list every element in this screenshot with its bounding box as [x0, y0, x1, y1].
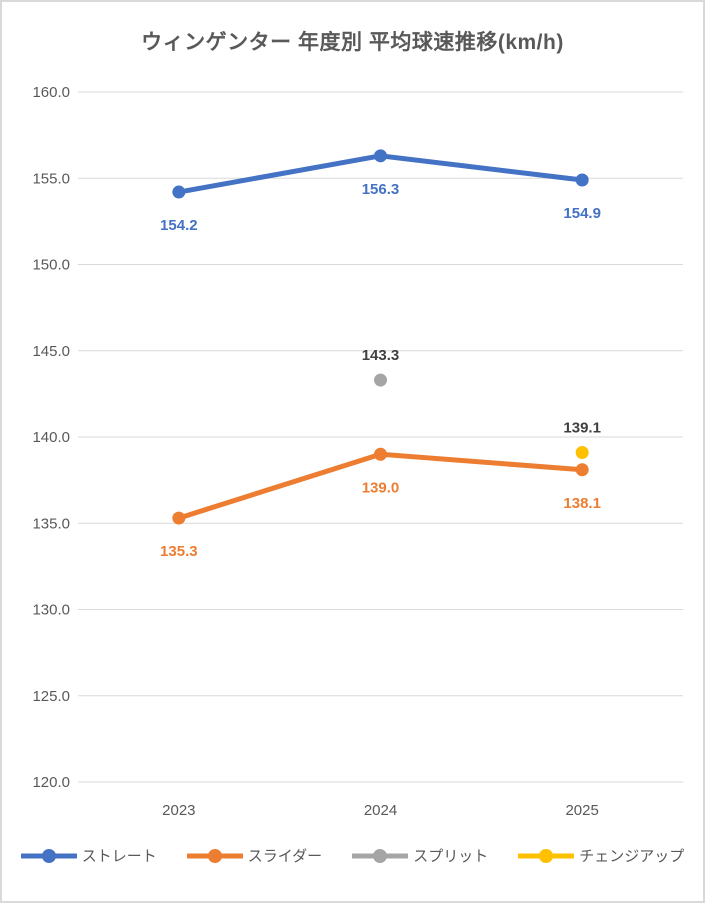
legend-item-slider[interactable]: スライダー — [186, 845, 323, 866]
x-axis-category-label: 2024 — [364, 802, 397, 819]
data-label-straight: 154.2 — [160, 217, 198, 234]
data-label-split: 143.3 — [362, 347, 400, 364]
y-axis-tick-label: 140.0 — [32, 429, 70, 446]
legend-item-straight[interactable]: ストレート — [20, 845, 157, 866]
data-point-slider[interactable] — [374, 447, 387, 461]
legend-marker-icon-straight — [20, 848, 77, 863]
chart-plot-area[interactable]: 160.0 155.0 150.0 145.0 140.0 135.0 130.0 125.0… — [2, 2, 705, 832]
data-point-slider[interactable] — [575, 463, 589, 477]
x-axis-category-label: 2025 — [565, 802, 598, 819]
data-label-straight: 154.9 — [563, 205, 601, 222]
legend-marker-icon-changeup — [518, 848, 575, 863]
chart-legend: ストレート スライダー スプリット チェンジアップ — [2, 845, 703, 866]
y-axis-tick-label: 160.0 — [32, 84, 70, 101]
legend-label-slider: スライダー — [247, 848, 323, 865]
y-axis-tick-label: 155.0 — [32, 170, 70, 187]
y-axis-tick-label: 120.0 — [32, 774, 70, 791]
data-point-straight[interactable] — [374, 149, 387, 163]
data-label-changeup: 139.1 — [563, 420, 601, 437]
legend-marker-icon-split — [352, 848, 409, 863]
legend-label-straight: ストレート — [81, 848, 157, 865]
y-axis-tick-label: 150.0 — [32, 257, 70, 274]
data-point-split[interactable] — [374, 373, 387, 387]
data-label-straight: 156.3 — [362, 181, 400, 198]
legend-item-changeup[interactable]: チェンジアップ — [518, 845, 684, 866]
legend-label-split: スプリット — [413, 848, 489, 865]
data-point-straight[interactable] — [172, 185, 186, 199]
legend-item-split[interactable]: スプリット — [352, 845, 488, 866]
chart-title: ウィンゲンター 年度別 平均球速推移(km/h) — [141, 31, 564, 54]
data-point-slider[interactable] — [172, 511, 186, 525]
y-axis-tick-label: 145.0 — [32, 343, 70, 360]
y-axis-tick-label: 130.0 — [32, 602, 70, 619]
legend-marker-icon-slider — [186, 848, 243, 863]
legend-label-changeup: チェンジアップ — [579, 848, 685, 865]
data-label-slider: 138.1 — [563, 495, 601, 512]
data-point-changeup[interactable] — [575, 446, 589, 460]
data-label-slider: 135.3 — [160, 543, 198, 560]
data-label-slider: 139.0 — [362, 479, 400, 496]
y-axis-tick-label: 125.0 — [32, 688, 70, 705]
x-axis-category-label: 2023 — [162, 802, 195, 819]
y-axis-tick-label: 135.0 — [32, 515, 70, 532]
data-point-straight[interactable] — [575, 173, 589, 187]
